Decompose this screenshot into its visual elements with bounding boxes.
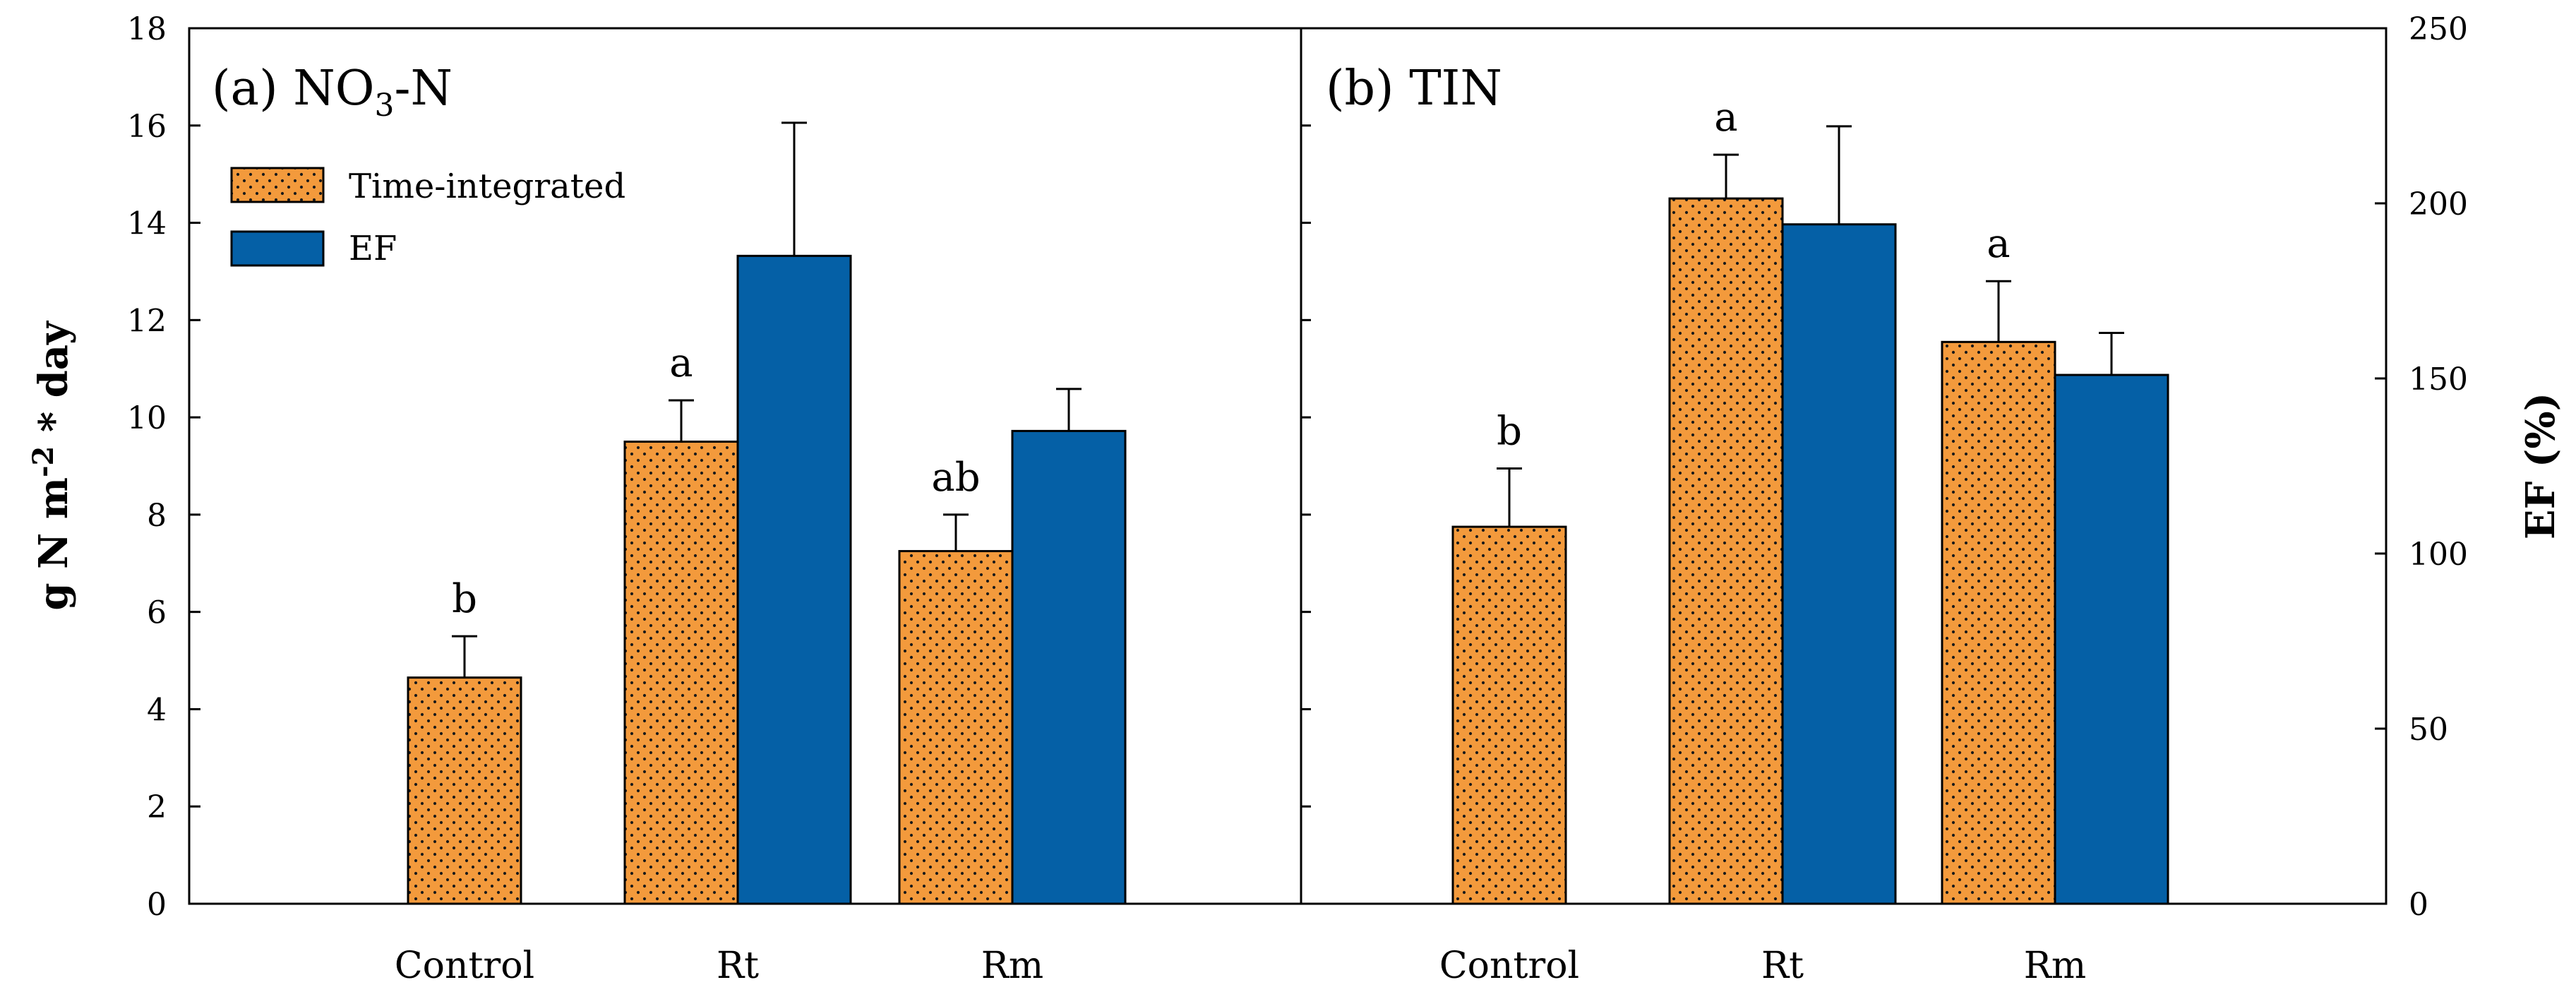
sig-letter-p2-control: b (1497, 408, 1522, 454)
y2-tick-label-3: 150 (2409, 361, 2468, 398)
plot-frame (188, 27, 2388, 905)
bar-p1-time-integrated-control (407, 676, 522, 905)
legend-swatch-ef (230, 230, 325, 267)
bar-p1-time-integrated-rt (623, 441, 739, 905)
bar-p1-ef-rt (736, 254, 852, 905)
bar-p2-time-integrated-rt (1668, 197, 1784, 905)
bar-p2-ef-rt (1781, 223, 1897, 905)
y-tick-label-1: 2 (147, 789, 167, 825)
legend-label-ef: EF (349, 229, 397, 268)
y2-tick-label-4: 200 (2409, 186, 2468, 222)
y-tick-label-0: 0 (147, 887, 167, 923)
panel-a-title-sub: 3 (374, 88, 394, 124)
sig-letter-p1-rt: a (669, 340, 693, 386)
category-labels: Control Rt Rm Control Rt Rm (395, 945, 2086, 987)
bar-p1-time-integrated-rm (898, 550, 1014, 905)
sig-letter-p1-rm: ab (931, 455, 980, 501)
y-axis-title-main: g N m (30, 477, 77, 611)
y-tick-label-5: 10 (127, 400, 167, 436)
bar-p1-ef-rm (1011, 429, 1127, 905)
y-tick-label-2: 4 (147, 692, 167, 728)
legend-label-time-integrated: Time-integrated (349, 167, 625, 206)
bars: b a ab b a a (407, 95, 2169, 905)
sig-letter-p2-rt: a (1714, 95, 1737, 141)
y2-tick-label-5: 250 (2409, 11, 2468, 47)
bar-p2-time-integrated-rm (1941, 340, 2056, 905)
legend: Time-integrated EF (230, 167, 625, 268)
sig-letter-p1-control: b (452, 576, 477, 622)
y-tick-label-7: 14 (127, 206, 167, 242)
category-label-p1-rt: Rt (717, 945, 759, 987)
y-axis-title: g N m-2 * day (27, 321, 77, 611)
panel-b-title: (b) TIN (1326, 61, 1502, 116)
panel-a-title-prefix: (a) NO (212, 61, 374, 116)
y-tick-label-9: 18 (127, 11, 167, 47)
axis-ticks: 0 2 4 6 8 10 12 14 16 18 0 50 100 150 200 250 (127, 11, 2468, 923)
y-tick-label-6: 12 (127, 303, 167, 339)
panel-a-title: (a) NO3-N (212, 61, 453, 124)
y-tick-label-8: 16 (127, 109, 167, 145)
category-label-p2-rt: Rt (1761, 945, 1804, 987)
y-tick-label-4: 8 (147, 498, 167, 534)
y2-tick-label-2: 100 (2409, 537, 2468, 573)
legend-swatch-time-integrated (230, 167, 325, 203)
bar-p2-ef-rm (2054, 374, 2169, 905)
category-label-p2-rm: Rm (2024, 945, 2086, 987)
y2-tick-label-0: 0 (2409, 887, 2428, 923)
category-label-p2-control: Control (1439, 945, 1579, 987)
panel-a-title-suffix: -N (394, 61, 452, 116)
panel-b-title-prefix: (b) TIN (1326, 61, 1502, 116)
y-axis-title-end: * day (30, 321, 77, 446)
category-label-p1-rm: Rm (981, 945, 1043, 987)
sig-letter-p2-rm: a (1987, 221, 2010, 267)
secondary-y-axis-title: EF (%) (2517, 393, 2564, 539)
y2-tick-label-1: 50 (2409, 712, 2448, 748)
bar-p2-time-integrated-control (1451, 525, 1567, 905)
category-label-p1-control: Control (395, 945, 534, 987)
y-axis-title-sup: -2 (27, 446, 60, 477)
y-tick-label-3: 6 (147, 595, 167, 631)
